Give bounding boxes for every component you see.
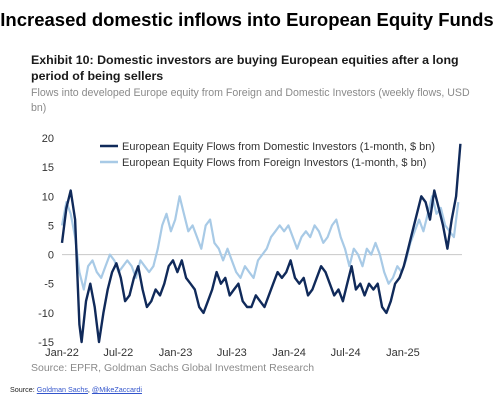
series-line-domestic (60, 143, 462, 344)
x-tick-label: Jan-24 (272, 347, 306, 359)
x-tick-label: Jan-23 (159, 347, 193, 359)
image-credit: Source: Goldman Sachs, @MikeZaccardi (10, 385, 142, 394)
y-tick-label: -5 (44, 279, 54, 291)
series-layer (60, 143, 462, 344)
exhibit-title: Exhibit 10: Domestic investors are buyin… (31, 53, 459, 83)
x-tick-label: Jul-24 (331, 347, 361, 359)
x-axis: Jan-22 Jul-22 Jan-23 Jul-23 Jan-24 Jul-24 Jan-… (45, 347, 420, 359)
x-tick-label: Jan-25 (386, 347, 420, 359)
legend-label-domestic: European Equity Flows from Domestic Inve… (122, 141, 435, 153)
source-line: Source: EPFR, Goldman Sachs Global Inves… (31, 362, 315, 374)
headline: Increased domestic inflows into European… (0, 9, 494, 30)
credit-prefix: Source: (10, 385, 35, 394)
chart-subtitle: Flows into developed Europe equity from … (31, 87, 470, 114)
y-tick-label: -10 (38, 308, 54, 320)
x-tick-label: Jan-22 (45, 347, 79, 359)
series-line-foreign (60, 195, 460, 291)
y-tick-label: -15 (38, 337, 54, 349)
x-tick-label: Jul-22 (103, 347, 133, 359)
x-tick-label: Jul-23 (217, 347, 247, 359)
y-axis: -15 -10 -5 0 5 10 15 20 (38, 133, 54, 349)
y-tick-label: 20 (42, 133, 54, 145)
legend: European Equity Flows from Domestic Inve… (100, 141, 435, 169)
y-tick-label: 15 (42, 162, 54, 174)
y-tick-label: 5 (48, 220, 54, 232)
flows-line-chart: -15 -10 -5 0 5 10 15 20 Jan-22 Jul-22 Jan-23 Jul-2… (38, 133, 462, 359)
y-tick-label: 0 (48, 250, 54, 262)
credit-link-goldman[interactable]: Goldman Sachs (36, 385, 88, 394)
y-tick-label: 10 (42, 191, 54, 203)
credit-separator: , (87, 385, 90, 394)
credit-link-zaccardi[interactable]: @MikeZaccardi (91, 385, 142, 394)
legend-label-foreign: European Equity Flows from Foreign Inves… (122, 157, 426, 169)
